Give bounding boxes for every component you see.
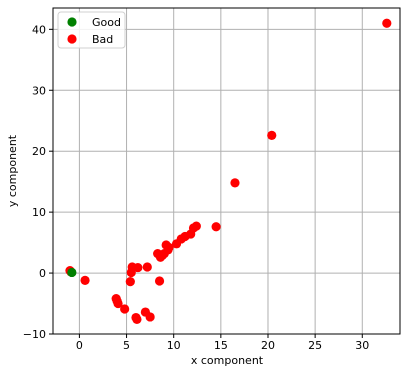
y-tick-label: 10 <box>32 206 46 219</box>
point-bad <box>120 304 130 314</box>
point-bad <box>382 18 392 28</box>
x-tick-label: 25 <box>308 339 322 352</box>
plot-frame <box>52 7 401 335</box>
point-good <box>67 267 77 278</box>
y-tick-label: 40 <box>32 23 46 36</box>
x-tick-label: 20 <box>261 339 275 352</box>
point-bad <box>154 276 165 286</box>
point-bad <box>142 262 152 272</box>
point-bad <box>133 262 143 273</box>
legend-label: Bad <box>92 33 113 46</box>
y-axis-label: y component <box>6 134 19 207</box>
y-tick-label: −10 <box>23 328 46 341</box>
point-bad <box>164 242 174 253</box>
point-bad <box>230 178 240 188</box>
point-bad <box>211 222 221 232</box>
x-axis-label: x component <box>191 354 264 367</box>
x-tick-label: 5 <box>123 339 130 352</box>
legend-label: Good <box>92 16 121 29</box>
legend-marker <box>67 34 77 44</box>
legend-marker <box>67 17 77 27</box>
y-tick-label: 20 <box>32 145 46 158</box>
x-tick-label: 10 <box>167 339 181 352</box>
axis-ticks: 0 5 10 15 20 25 30 −10 0 10 20 30 40 <box>23 23 370 352</box>
data-points <box>65 18 392 324</box>
point-bad <box>267 130 277 140</box>
y-tick-label: 0 <box>39 267 46 280</box>
x-tick-label: 15 <box>214 339 228 352</box>
grid-lines <box>53 8 400 335</box>
y-tick-label: 30 <box>32 84 46 97</box>
x-tick-label: 0 <box>76 339 83 352</box>
point-bad <box>113 298 123 309</box>
point-bad <box>191 221 201 231</box>
legend: Good Bad <box>57 11 126 49</box>
point-bad <box>125 276 135 287</box>
point-bad <box>145 312 155 322</box>
x-tick-label: 30 <box>355 339 369 352</box>
point-bad <box>132 314 142 324</box>
point-bad <box>80 275 90 285</box>
